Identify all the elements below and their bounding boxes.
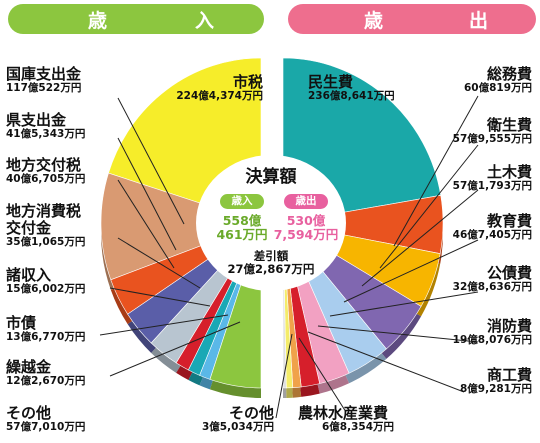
revenue-value-0: 224億4,374万円 (176, 89, 263, 102)
expenditure-name-0: 民生費 (308, 73, 354, 91)
revenue-name-3: 地方交付税 (6, 156, 82, 174)
revenue-value-2: 41億5,343万円 (6, 127, 86, 140)
revenue-label-3: 地方交付税 40億6,705万円 (6, 157, 85, 186)
revenue-pill: 歳入 (220, 194, 264, 209)
revenue-value-8: 57億7,010万円 (6, 420, 86, 433)
revenue-value-4: 35億1,065万円 (6, 235, 86, 248)
revenue-leader-7 (109, 321, 241, 377)
expenditure-leader-4 (343, 239, 479, 303)
revenue-total-oku: 558億 (222, 213, 262, 228)
difference-label: 差引額 (253, 249, 289, 263)
revenue-label-0: 市税 224億4,374万円 (176, 74, 263, 103)
expenditure-name-8: 農林水産業費 (298, 404, 389, 422)
revenue-name-6: 市債 (6, 314, 37, 332)
expenditure-leader-7 (307, 331, 465, 393)
expenditure-value-7: 8億9,281万円 (459, 382, 532, 395)
revenue-value-6: 13億6,770万円 (6, 330, 86, 343)
expenditure-value-8: 6億8,354万円 (322, 420, 395, 433)
expenditure-value-9: 3億5,034万円 (201, 420, 274, 433)
revenue-name-2: 県支出金 (6, 111, 67, 129)
expenditure-leader-5 (329, 291, 479, 317)
expenditure-leader-2 (379, 144, 479, 269)
revenue-name-1: 国庫支出金 (6, 65, 82, 83)
center-hole (196, 155, 346, 291)
expenditure-pill: 歳出 (284, 194, 328, 209)
expenditure-leader-1 (393, 95, 479, 247)
revenue-name-5: 諸収入 (6, 266, 52, 284)
expenditure-name-6: 消防費 (486, 317, 532, 335)
revenue-value-1: 117億522万円 (6, 81, 82, 94)
expenditure-value-5: 32億8,636万円 (452, 280, 532, 293)
expenditure-total-oku: 530億 (286, 213, 326, 228)
revenue-label-6: 市債 13億6,770万円 (6, 315, 85, 344)
expenditure-value-4: 46億7,405万円 (452, 228, 532, 241)
expenditure-value-2: 57億9,555万円 (452, 132, 532, 145)
revenue-header-char-1: 歳 (88, 9, 108, 32)
revenue-label-4: 地方消費税 交付金 35億1,065万円 (6, 202, 86, 248)
expenditure-name-7: 商工費 (486, 366, 532, 384)
revenue-label-5: 諸収入 15億6,002万円 (6, 267, 85, 296)
expenditure-name-9: その他 (228, 404, 274, 422)
expenditure-header-char-2: 出 (468, 9, 488, 32)
revenue-leader-3 (117, 179, 175, 269)
expenditure-label-4: 教育費 46億7,405万円 (453, 213, 532, 242)
expenditure-label-5: 公債費 32億8,636万円 (453, 265, 532, 294)
expenditure-name-2: 衛生費 (486, 116, 532, 134)
revenue-value-3: 40億6,705万円 (6, 172, 86, 185)
expenditure-value-6: 19億8,076万円 (452, 333, 532, 346)
center-summary: 決算額 歳入 歳出 558億 461万円 530億 7,594万円 差引額 27… (200, 158, 342, 284)
expenditure-label-7: 商工費 8億9,281万円 (460, 367, 532, 396)
expenditure-label-8: 農林水産業費 6億8,354万円 (298, 405, 394, 434)
expenditure-leader-3 (361, 189, 479, 287)
revenue-label-8: その他 57億7,010万円 (6, 405, 85, 434)
expenditure-name-4: 教育費 (486, 212, 532, 230)
expenditure-value-1: 60億819万円 (463, 81, 532, 94)
revenue-slice-1 (100, 172, 262, 281)
expenditure-label-9: その他 3億5,034万円 (202, 405, 274, 434)
expenditure-value-3: 57億1,793万円 (452, 179, 532, 192)
expenditure-total: 530億 7,594万円 (270, 214, 342, 242)
difference: 差引額 27億2,867万円 (200, 249, 342, 277)
expenditure-value-0: 236億8,641万円 (308, 89, 395, 102)
revenue-leader-6 (99, 314, 229, 336)
expenditure-leader-6 (317, 325, 479, 343)
revenue-label-1: 国庫支出金 117億522万円 (6, 66, 81, 95)
expenditure-total-man: 7,594万円 (273, 226, 339, 242)
expenditure-label-6: 消防費 19億8,076万円 (453, 318, 532, 347)
revenue-leader-5 (109, 287, 211, 307)
expenditure-leader-9 (275, 333, 293, 419)
revenue-header: 歳 入 (8, 4, 264, 34)
center-title: 決算額 (245, 167, 297, 187)
revenue-label-2: 県支出金 41億5,343万円 (6, 112, 85, 141)
expenditure-name-3: 土木費 (486, 163, 532, 181)
revenue-label-7: 繰越金 12億2,670万円 (6, 359, 85, 388)
revenue-name-8: その他 (6, 404, 52, 422)
expenditure-label-1: 総務費 60億819万円 (464, 66, 532, 95)
revenue-name-7: 繰越金 (6, 358, 52, 376)
revenue-name-0: 市税 (232, 73, 263, 91)
revenue-value-5: 15億6,002万円 (6, 282, 86, 295)
revenue-leader-2 (117, 137, 177, 251)
expenditure-label-0: 民生費 236億8,641万円 (308, 74, 395, 103)
expenditure-name-1: 総務費 (486, 65, 532, 83)
expenditure-name-5: 公債費 (486, 264, 532, 282)
expenditure-header-char-1: 歳 (364, 9, 384, 32)
revenue-leader-1 (117, 97, 185, 225)
expenditure-header: 歳 出 (288, 4, 536, 34)
expenditure-label-3: 土木費 57億1,793万円 (453, 164, 532, 193)
revenue-value-7: 12億2,670万円 (6, 374, 86, 387)
expenditure-leader-8 (298, 337, 347, 413)
revenue-total: 558億 461万円 (206, 214, 278, 242)
expenditure-label-2: 衛生費 57億9,555万円 (453, 117, 532, 146)
revenue-header-char-2: 入 (194, 9, 214, 32)
difference-amount: 27億2,867万円 (227, 262, 315, 277)
revenue-total-man: 461万円 (216, 226, 268, 242)
revenue-leader-4 (117, 237, 201, 289)
